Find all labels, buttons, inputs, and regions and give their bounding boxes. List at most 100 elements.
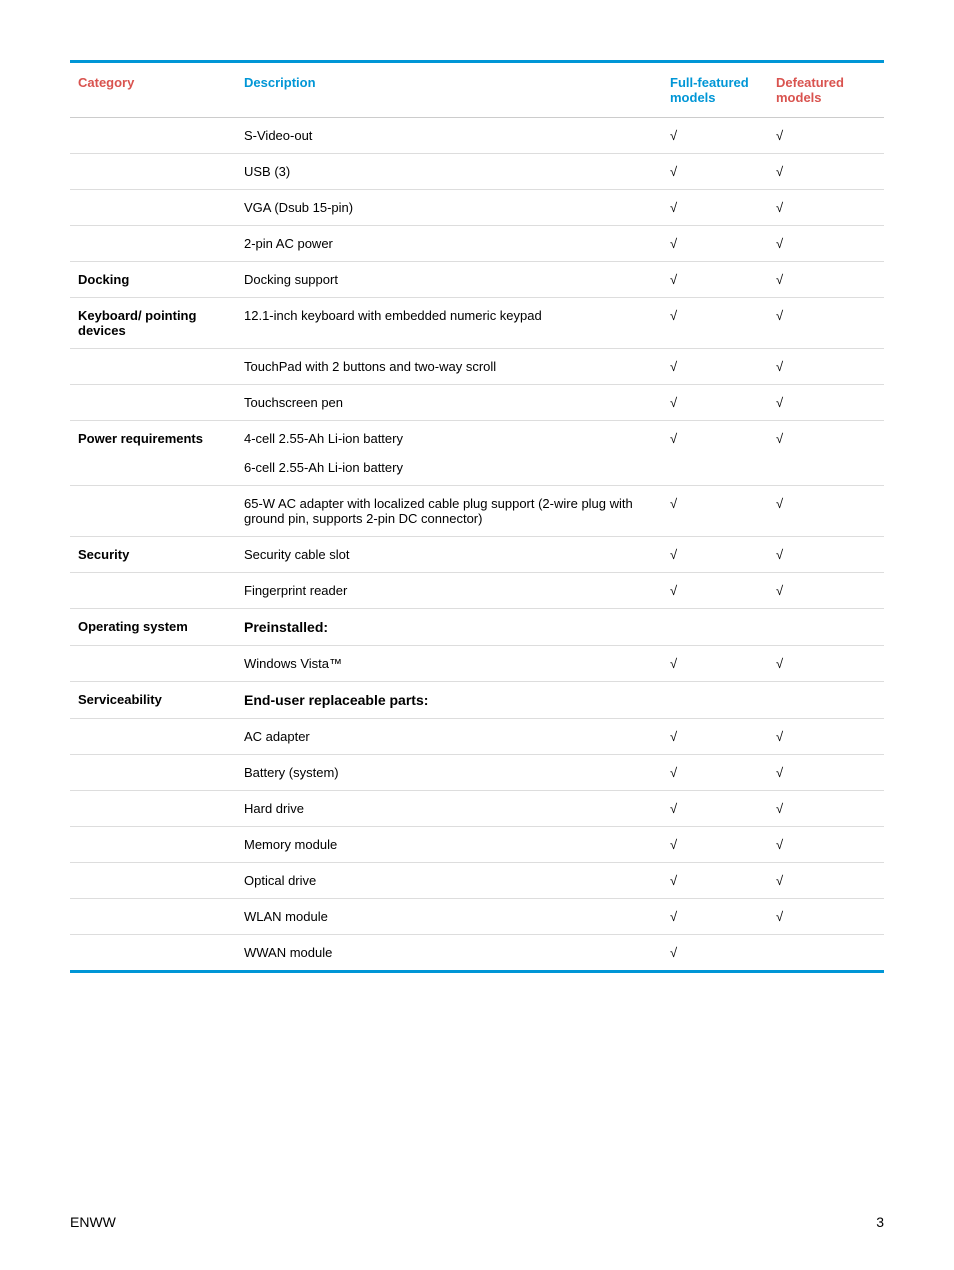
cell-description: S-Video-out <box>236 118 662 154</box>
cell-description: Touchscreen pen <box>236 385 662 421</box>
table-row: 2-pin AC power √ √ <box>70 226 884 262</box>
cell-description: Windows Vista™ <box>236 646 662 682</box>
table-row: Memory module √ √ <box>70 827 884 863</box>
cell-def: √ <box>768 537 884 573</box>
cell-def: √ <box>768 226 884 262</box>
cell-def: √ <box>768 646 884 682</box>
cell-description: Battery (system) <box>236 755 662 791</box>
cell-full <box>662 682 768 719</box>
cell-description: Fingerprint reader <box>236 573 662 609</box>
cell-full: √ <box>662 154 768 190</box>
header-defeatured: Defeatured models <box>768 62 884 118</box>
cell-category <box>70 719 236 755</box>
cell-description: Hard drive <box>236 791 662 827</box>
cell-category: Keyboard/ pointing devices <box>70 298 236 349</box>
cell-description: Preinstalled: <box>236 609 662 646</box>
header-full: Full-featured models <box>662 62 768 118</box>
cell-def: √ <box>768 421 884 486</box>
table-row: Touchscreen pen √ √ <box>70 385 884 421</box>
cell-category <box>70 755 236 791</box>
table-row: USB (3) √ √ <box>70 154 884 190</box>
cell-description: Memory module <box>236 827 662 863</box>
cell-category <box>70 791 236 827</box>
cell-full <box>662 609 768 646</box>
cell-full: √ <box>662 719 768 755</box>
cell-full: √ <box>662 118 768 154</box>
table-row: Windows Vista™ √ √ <box>70 646 884 682</box>
footer-left: ENWW <box>70 1214 116 1230</box>
table-row: Security Security cable slot √ √ <box>70 537 884 573</box>
cell-def: √ <box>768 719 884 755</box>
table-row: Battery (system) √ √ <box>70 755 884 791</box>
cell-category <box>70 349 236 385</box>
page-container: Category Description Full-featured model… <box>0 0 954 1013</box>
cell-category <box>70 899 236 935</box>
cell-full: √ <box>662 190 768 226</box>
table-row: Power requirements 4-cell 2.55-Ah Li-ion… <box>70 421 884 486</box>
page-footer: ENWW 3 <box>70 1214 884 1230</box>
header-category: Category <box>70 62 236 118</box>
cell-full: √ <box>662 421 768 486</box>
cell-full: √ <box>662 298 768 349</box>
cell-category <box>70 863 236 899</box>
cell-category <box>70 226 236 262</box>
cell-full: √ <box>662 262 768 298</box>
cell-def: √ <box>768 349 884 385</box>
cell-def: √ <box>768 573 884 609</box>
table-row: AC adapter √ √ <box>70 719 884 755</box>
cell-def <box>768 682 884 719</box>
cell-full: √ <box>662 935 768 972</box>
cell-def: √ <box>768 899 884 935</box>
cell-def: √ <box>768 827 884 863</box>
table-row: 65-W AC adapter with localized cable plu… <box>70 486 884 537</box>
table-header-row: Category Description Full-featured model… <box>70 62 884 118</box>
header-description: Description <box>236 62 662 118</box>
cell-full: √ <box>662 573 768 609</box>
cell-def: √ <box>768 118 884 154</box>
cell-description: WLAN module <box>236 899 662 935</box>
cell-full: √ <box>662 385 768 421</box>
cell-full: √ <box>662 791 768 827</box>
table-row: WLAN module √ √ <box>70 899 884 935</box>
cell-def <box>768 609 884 646</box>
table-row: Operating system Preinstalled: <box>70 609 884 646</box>
cell-def: √ <box>768 262 884 298</box>
cell-description: End-user replaceable parts: <box>236 682 662 719</box>
cell-category <box>70 646 236 682</box>
footer-page-number: 3 <box>876 1214 884 1230</box>
cell-description: USB (3) <box>236 154 662 190</box>
cell-def: √ <box>768 486 884 537</box>
table-row: Optical drive √ √ <box>70 863 884 899</box>
cell-category: Docking <box>70 262 236 298</box>
table-row: Fingerprint reader √ √ <box>70 573 884 609</box>
cell-category <box>70 486 236 537</box>
cell-full: √ <box>662 349 768 385</box>
cell-description: Security cable slot <box>236 537 662 573</box>
cell-category <box>70 118 236 154</box>
cell-def: √ <box>768 863 884 899</box>
cell-category <box>70 827 236 863</box>
cell-def <box>768 935 884 972</box>
cell-def: √ <box>768 755 884 791</box>
cell-category <box>70 385 236 421</box>
cell-full: √ <box>662 863 768 899</box>
cell-full: √ <box>662 486 768 537</box>
cell-description: 4-cell 2.55-Ah Li-ion battery 6-cell 2.5… <box>236 421 662 486</box>
cell-description: Docking support <box>236 262 662 298</box>
desc-line-2: 6-cell 2.55-Ah Li-ion battery <box>244 460 654 475</box>
cell-description: AC adapter <box>236 719 662 755</box>
cell-def: √ <box>768 385 884 421</box>
cell-category <box>70 935 236 972</box>
cell-def: √ <box>768 154 884 190</box>
cell-description: TouchPad with 2 buttons and two-way scro… <box>236 349 662 385</box>
table-row: WWAN module √ <box>70 935 884 972</box>
table-row: Hard drive √ √ <box>70 791 884 827</box>
cell-category: Serviceability <box>70 682 236 719</box>
cell-full: √ <box>662 755 768 791</box>
cell-def: √ <box>768 298 884 349</box>
cell-description: 12.1-inch keyboard with embedded numeric… <box>236 298 662 349</box>
cell-full: √ <box>662 537 768 573</box>
cell-description: Optical drive <box>236 863 662 899</box>
cell-def: √ <box>768 190 884 226</box>
cell-def: √ <box>768 791 884 827</box>
